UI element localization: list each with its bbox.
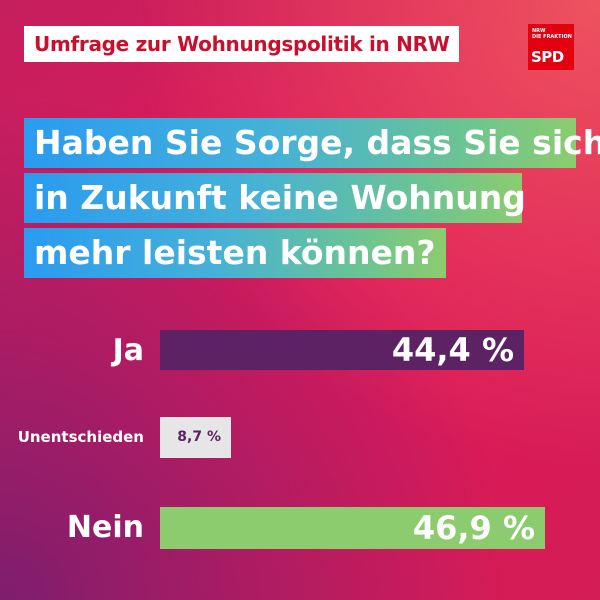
category-label: Nein xyxy=(66,510,144,545)
data-label: 8,7 % xyxy=(177,429,221,445)
question-line-2: in Zukunft keine Wohnung xyxy=(24,173,526,223)
question-line-1: Haben Sie Sorge, dass Sie sich xyxy=(24,118,600,168)
spd-logo: NRW DIE FRAKTION SPD xyxy=(528,24,574,70)
logo-subtitle: NRW DIE FRAKTION xyxy=(532,28,572,40)
data-label: 44,4 % xyxy=(391,331,514,369)
category-label: Unentschieden xyxy=(17,428,144,446)
question-line-3: mehr leisten können? xyxy=(24,228,446,278)
logo-brand: SPD xyxy=(531,48,564,66)
category-label: Ja xyxy=(112,333,144,368)
kicker-label: Umfrage zur Wohnungspolitik in NRW xyxy=(24,26,460,62)
bar xyxy=(160,507,545,549)
data-label: 46,9 % xyxy=(412,509,535,547)
bar xyxy=(160,330,524,370)
bar xyxy=(160,417,231,458)
